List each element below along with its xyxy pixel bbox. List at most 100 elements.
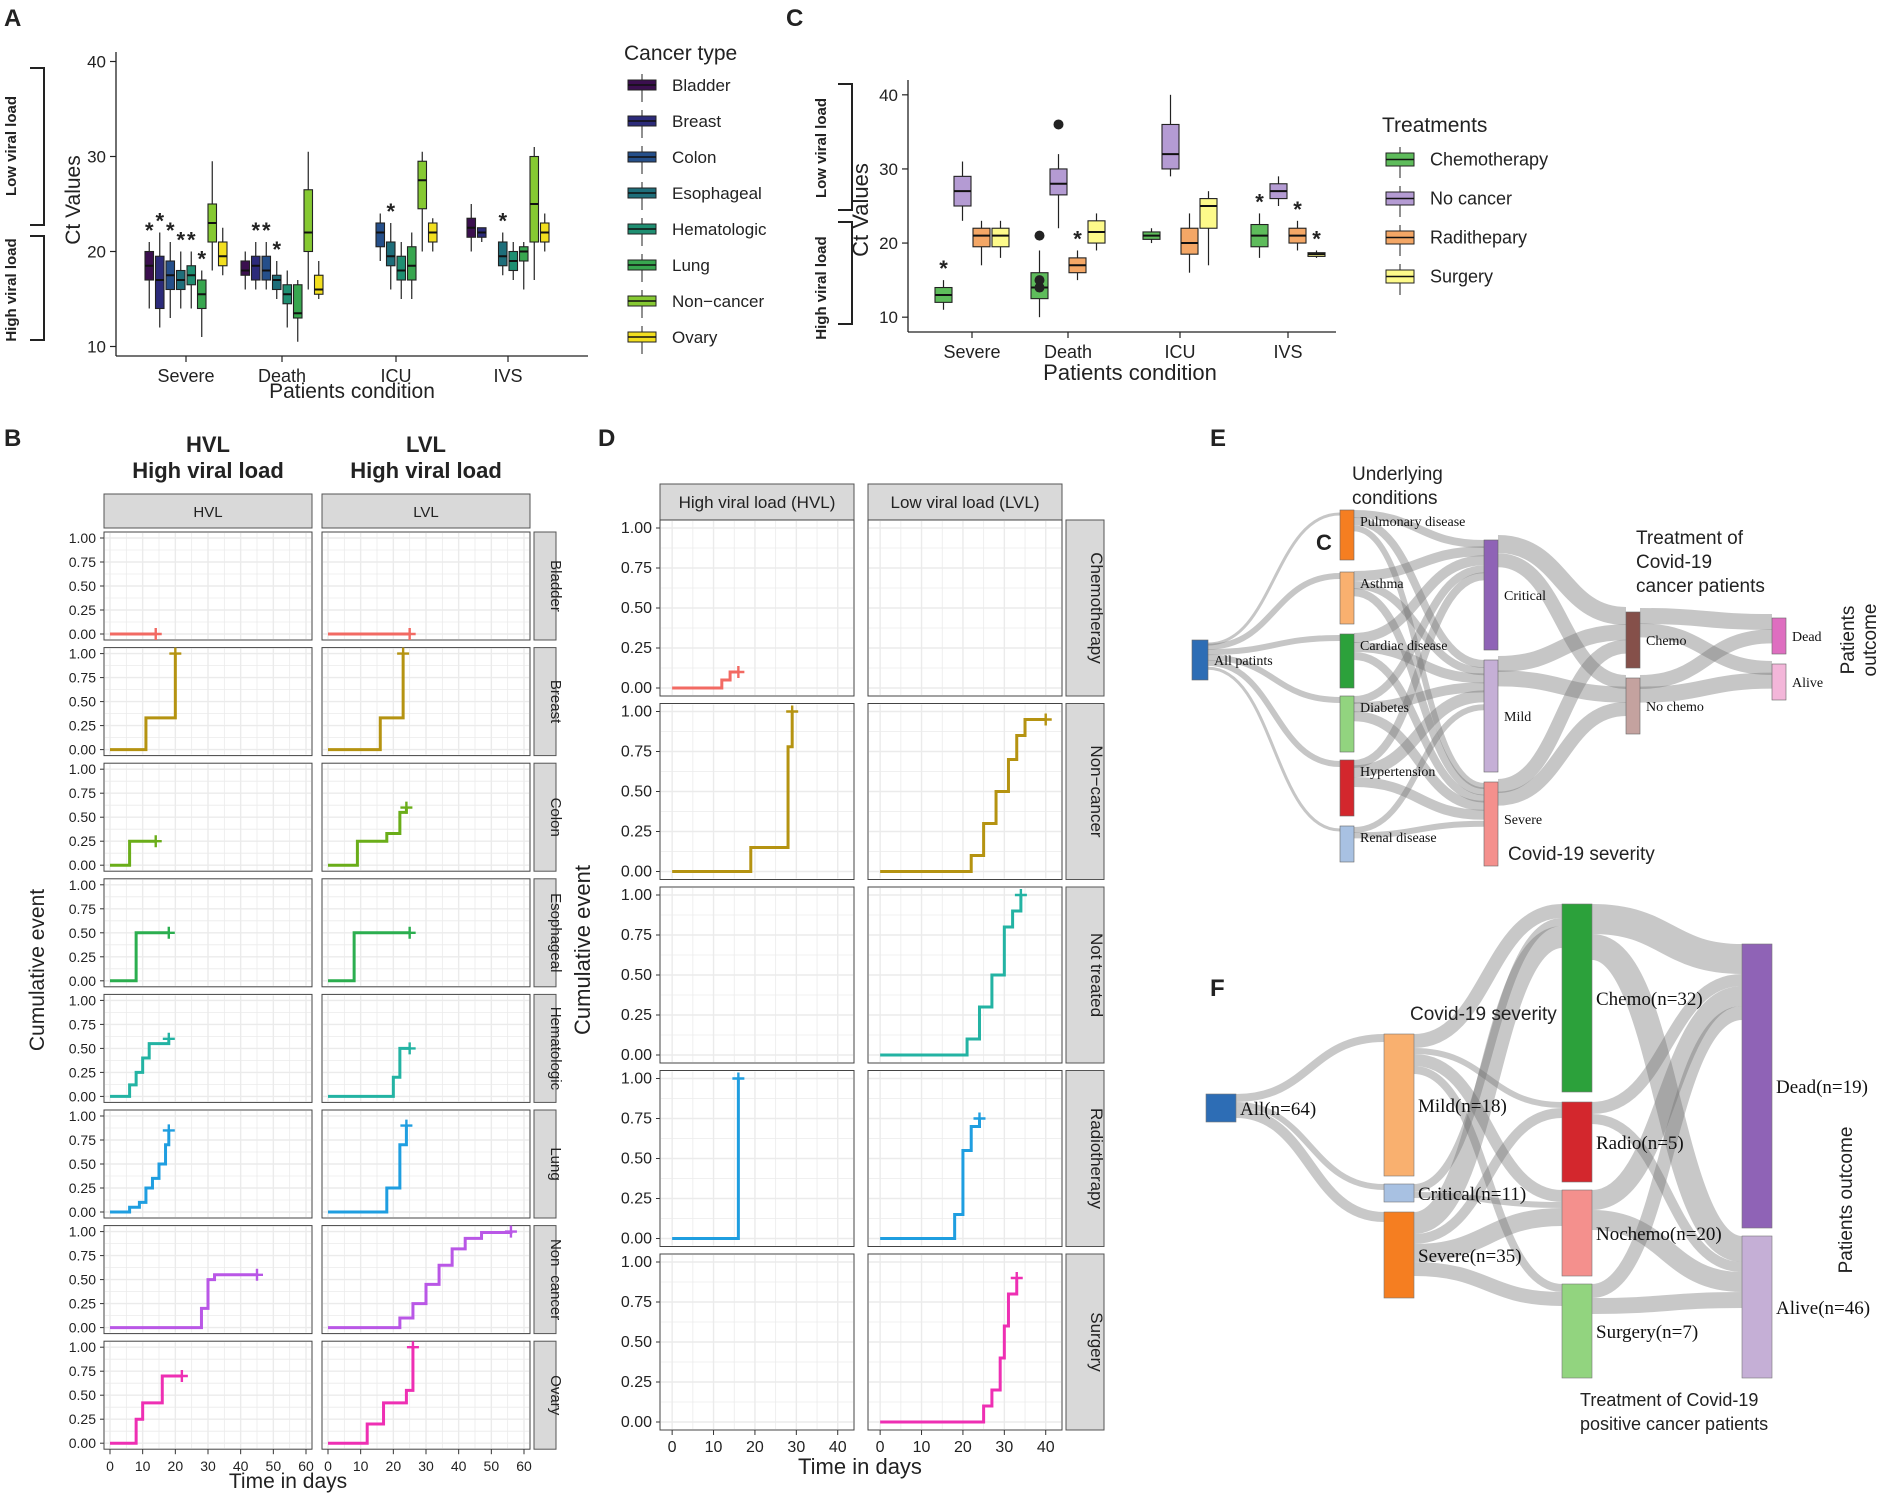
f-flow-all-crit (1235, 1102, 1385, 1190)
a-ytick-label-30: 30 (87, 148, 106, 167)
a-box-lung-death (292, 284, 303, 319)
b-grid-curve-hematologic-lvl (328, 1046, 410, 1098)
b-grid-row-strip-label-esophageal: Esophageal (547, 893, 564, 972)
f-node-radio (1561, 1101, 1593, 1183)
b-grid-curve-lung-lvl (328, 1125, 408, 1214)
c-ytick-label-40: 40 (879, 86, 898, 105)
c-high-viral-label: High viral load (813, 236, 830, 339)
b-grid-xtick-1-40: 40 (451, 1458, 467, 1474)
b-grid-xtick-0-30: 30 (200, 1458, 216, 1474)
e-flow-mil-che (1497, 624, 1627, 672)
b-grid-row-strip-label-breast: Breast (547, 680, 564, 724)
d-grid-ytick-2-4: 1.00 (621, 887, 652, 904)
A-legend-label-hematologic: Hematologic (672, 220, 767, 239)
e-flow-car-cri (1353, 555, 1485, 643)
b-grid-ytick-5-2: 0.50 (69, 1156, 96, 1172)
a-box-colon-death-star: * (262, 218, 271, 243)
f-flow-sev-chemo (1412, 926, 1564, 1234)
a-ytick-label-40: 40 (87, 53, 106, 72)
e-flow-all-ren (1207, 666, 1341, 832)
b-grid-ytick-1-2: 0.50 (69, 694, 96, 710)
d-grid-ytick-0-3: 0.75 (621, 560, 652, 577)
c-box-radithepary-death-star: * (1073, 226, 1082, 251)
e-node-label-dea: Dead (1792, 630, 1822, 645)
a-box-lung-icu (406, 246, 417, 281)
b-grid-xtick-1-20: 20 (386, 1458, 402, 1474)
c-ytick-label-30: 30 (879, 160, 898, 179)
b-grid-ytick-5-3: 0.75 (69, 1132, 96, 1148)
b-grid-ytick-4-3: 0.75 (69, 1016, 96, 1032)
a-box-breast-severe-star: * (155, 209, 164, 234)
d-grid-ytick-4-4: 1.00 (621, 1254, 652, 1271)
a-y-ticks: 10 20 30 40 (87, 53, 116, 357)
e-flows (1207, 510, 1773, 839)
d-grid-ytick-3-1: 0.25 (621, 1191, 652, 1208)
e-severity-label: Covid-19 severity (1508, 844, 1655, 865)
panel-letter-d: D (598, 425, 615, 452)
c-outlier-2 (1034, 275, 1045, 286)
c-box-chemotherapy-severe-star: * (939, 256, 948, 281)
f-node-alive (1741, 1235, 1773, 1379)
d-grid-row-strip-label-nottreated: Not treated (1087, 933, 1106, 1017)
d-grid-row-strip-3 (1065, 1070, 1105, 1247)
f-flow-sev-noch (1413, 1208, 1563, 1262)
b-grid-col-strip-1 (321, 493, 531, 529)
f-flow-all-mild (1235, 1034, 1385, 1102)
b-col-header-hvl-sub: High viral load (132, 458, 284, 483)
a-high-viral-label: High viral load (3, 238, 20, 341)
f-node-label-mild: Mild(n=18) (1418, 1096, 1507, 1117)
a-legend-title: Cancer type (624, 42, 737, 65)
f-node-dead (1741, 943, 1773, 1229)
b-x-axis-label: Time in days (229, 1470, 347, 1493)
c-box-radithepary-icu (1180, 227, 1199, 255)
a-xtick-label-ivs: IVS (493, 366, 522, 386)
e-flow-che-dea (1639, 608, 1773, 630)
e-flow-hyp-mil (1353, 690, 1485, 778)
e-node-hyp (1339, 759, 1355, 817)
e-flow-dia-cri (1353, 565, 1485, 704)
b-grid-ytick-1-4: 1.00 (69, 646, 96, 662)
b-grid-curve-ovary-hvl (110, 1374, 182, 1445)
a-box-esophageal-icu (385, 241, 396, 267)
b-grid-col-strip-label-1: LVL (413, 504, 439, 521)
e-node-mil (1483, 659, 1499, 773)
e-flow-ast-cri (1353, 546, 1485, 581)
panel-d: D High viral load (HVL) Low viral load (L… (570, 425, 1106, 1479)
c-box-radithepary-ivs-star: * (1293, 197, 1302, 222)
d-grid-ytick-0-1: 0.25 (621, 640, 652, 657)
c-ytick-label-20: 20 (879, 234, 898, 253)
b-grid-ytick-1-1: 0.25 (69, 718, 96, 734)
b-grid-ytick-2-1: 0.25 (69, 833, 96, 849)
C-legend-label-radithepary: Radithepary (1430, 228, 1527, 248)
a-x-axis-label: Patients condition (269, 380, 435, 403)
b-grid-ytick-7-0: 0.00 (69, 1435, 96, 1451)
a-xtick-label-icu: ICU (381, 366, 412, 386)
panel-e: E All patints Pulmonary disease Asthma Card… (1191, 425, 1881, 867)
b-grid-ytick-6-2: 0.50 (69, 1272, 96, 1288)
e-outcome-label: Patients (1838, 606, 1859, 675)
a-box-hematologic-icu (396, 255, 407, 281)
c-outlier-1 (1034, 230, 1045, 241)
d-grid-xtick-1-30: 30 (995, 1439, 1013, 1456)
e-treatment-label-2: Covid-19 (1636, 552, 1712, 573)
b-grid-xtick-0-60: 60 (298, 1458, 314, 1474)
d-grid-xtick-1-40: 40 (1037, 1439, 1055, 1456)
b-grid-curve-colon-lvl (328, 807, 408, 867)
a-box-noncancer-ivs (529, 155, 540, 243)
e-node-car (1339, 633, 1355, 689)
d-grid-ytick-2-0: 0.00 (621, 1047, 652, 1064)
a-box-bladder-severe-star: * (145, 218, 154, 243)
d-grid-xtick-0-40: 40 (829, 1439, 847, 1456)
d-grid-curve-radiotherapy-lvl (880, 1118, 981, 1240)
d-grid-ytick-4-3: 0.75 (621, 1294, 652, 1311)
e-flow-ast-sev (1353, 588, 1485, 796)
b-grid-row-strip-6 (533, 1225, 557, 1335)
b-grid-curve-colon-hvl (110, 839, 156, 867)
panel-b: B HVL LVL 0.00 0.25 0.50 0.75 1.00 Bladder 0.00 0… (4, 425, 564, 1493)
d-grid-xtick-1-10: 10 (913, 1439, 931, 1456)
f-outcome-label: Patients outcome (1836, 1127, 1857, 1274)
b-facet-grid: HVL LVL 0.00 0.25 0.50 0.75 1.00 Bladder 0.00 0.2… (69, 432, 564, 1474)
d-grid-xtick-0-30: 30 (787, 1439, 805, 1456)
e-flow-sev-che (1497, 639, 1627, 793)
